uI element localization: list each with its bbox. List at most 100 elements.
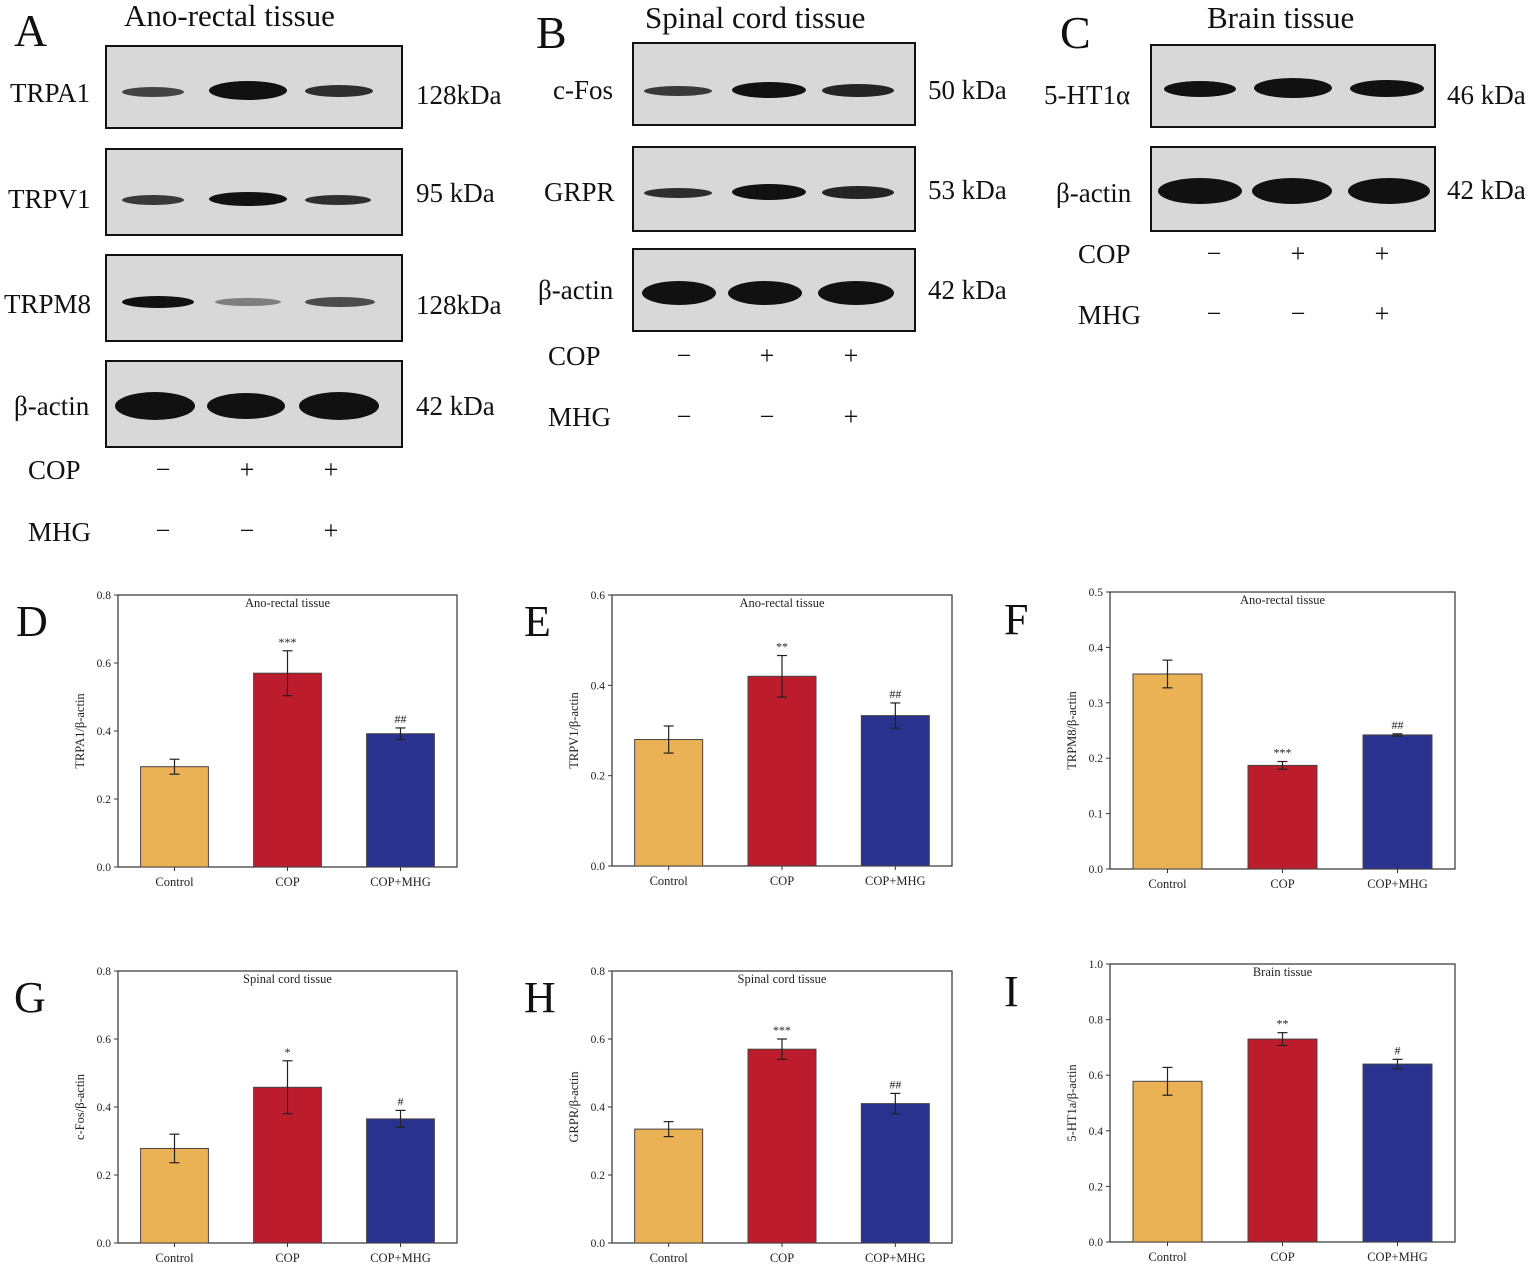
band (644, 86, 712, 96)
y-tick-label: 0.8 (97, 590, 112, 602)
significance-mark: ** (776, 640, 788, 654)
chart-title: Spinal cord tissue (738, 972, 827, 986)
x-tick-label: Control (1148, 1250, 1187, 1264)
y-tick-label: 0.6 (97, 1034, 112, 1046)
protein-label: TRPM8 (4, 289, 92, 319)
condition-sign: − (759, 402, 775, 431)
panel-label: I (1004, 967, 1019, 1016)
kda-label: 128kDa (416, 290, 502, 320)
significance-mark: *** (773, 1023, 791, 1037)
condition-sign: − (676, 341, 692, 370)
x-tick-label: Control (650, 874, 689, 888)
y-axis-label: 5-HT1a/β-actin (1065, 1064, 1079, 1142)
condition-label: COP (548, 341, 601, 371)
band (305, 85, 373, 97)
x-tick-label: COP (1270, 877, 1294, 891)
band (1254, 78, 1332, 98)
panel-label: D (16, 597, 48, 646)
y-tick-label: 0.8 (97, 966, 112, 978)
bar-cop-mhg (366, 1118, 435, 1244)
y-tick-label: 0.2 (1089, 1181, 1104, 1193)
significance-mark: *** (279, 635, 297, 649)
y-axis-label: GRPR/β-actin (567, 1071, 581, 1143)
significance-mark: *** (1274, 746, 1292, 760)
chart-panel-i: I Brain tissue 0.0 0.2 0.4 0.6 0.8 1.0 5-HT1a/β-… (1004, 959, 1456, 1264)
condition-label: COP (1078, 239, 1131, 269)
y-tick-label: 0.4 (97, 726, 112, 738)
y-tick-label: 0.8 (591, 966, 606, 978)
condition-label: MHG (1078, 300, 1142, 330)
y-tick-label: 0.6 (591, 590, 606, 602)
blot-5-ht1a (1150, 44, 1436, 128)
band (1164, 81, 1236, 97)
significance-mark: * (285, 1045, 291, 1059)
x-tick-label: COP (275, 1251, 299, 1265)
band (305, 297, 375, 307)
y-axis-label: TRPA1/β-actin (73, 693, 87, 769)
band (1350, 80, 1424, 97)
band (122, 296, 194, 308)
kda-label: 95 kDa (416, 178, 495, 208)
chart-title: Ano-rectal tissue (1240, 593, 1325, 607)
condition-sign: − (155, 516, 171, 545)
y-axis-label: TRPV1/β-actin (567, 692, 581, 769)
condition-sign: + (323, 516, 339, 545)
bar-cop (747, 1048, 817, 1244)
y-tick-label: 0.2 (97, 794, 112, 806)
kda-label: 42 kDa (928, 275, 1007, 305)
blot-beta-actin (632, 248, 916, 332)
band (215, 298, 281, 306)
y-tick-label: 0.2 (1089, 753, 1104, 765)
band (207, 393, 285, 419)
chart-title: Ano-rectal tissue (739, 596, 824, 610)
bar-cop (1247, 1038, 1318, 1243)
condition-label: MHG (548, 402, 612, 432)
blot-beta-actin (105, 360, 403, 448)
protein-label: GRPR (544, 177, 615, 207)
band (728, 281, 802, 305)
x-tick-label: COP+MHG (1367, 877, 1428, 891)
y-tick-label: 0.8 (1089, 1015, 1104, 1027)
condition-sign: + (843, 341, 859, 370)
band (1252, 178, 1332, 204)
chart-panel-f: F Ano-rectal tissue 0.0 0.1 0.2 0.3 0.4 0.5 TRPM… (1004, 587, 1456, 891)
chart-panel-d: D Ano-rectal tissue 0.0 0.2 0.4 0.6 0.8 TRPA1/β… (16, 590, 458, 889)
x-tick-label: COP (770, 1251, 794, 1265)
protein-label: β-actin (14, 391, 90, 421)
x-tick-label: Control (155, 875, 194, 889)
y-tick-label: 0.4 (1089, 642, 1104, 654)
blot-trpm8 (105, 254, 403, 342)
bar-cop (1247, 764, 1318, 870)
x-tick-label: COP+MHG (865, 1251, 926, 1265)
condition-sign: + (1290, 239, 1306, 268)
band (732, 82, 806, 98)
condition-sign: + (239, 455, 255, 484)
kda-label: 46 kDa (1447, 80, 1526, 110)
band (122, 87, 184, 97)
protein-label: TRPV1 (8, 184, 91, 214)
significance-mark: # (1395, 1043, 1401, 1057)
chart-title: Ano-rectal tissue (245, 596, 330, 610)
panel-label: G (14, 973, 46, 1022)
bar-control (634, 1128, 704, 1244)
x-tick-label: COP+MHG (370, 875, 431, 889)
panel-label: C (1060, 7, 1091, 58)
blot-beta-actin (1150, 146, 1436, 232)
bar-cop-mhg (1362, 734, 1433, 870)
band (644, 188, 712, 198)
y-tick-label: 0.3 (1089, 698, 1104, 710)
condition-sign: + (1374, 239, 1390, 268)
panel-label: B (536, 7, 567, 58)
condition-sign: − (1206, 239, 1222, 268)
bar-control (140, 766, 209, 868)
panel-label: F (1004, 595, 1028, 644)
condition-sign: − (239, 516, 255, 545)
x-tick-label: COP (1270, 1250, 1294, 1264)
condition-sign: + (843, 402, 859, 431)
panel-label: E (524, 597, 551, 646)
y-tick-label: 0.0 (97, 862, 112, 874)
panel-label: A (14, 5, 48, 56)
bar-cop (747, 675, 817, 867)
x-tick-label: COP+MHG (1367, 1250, 1428, 1264)
